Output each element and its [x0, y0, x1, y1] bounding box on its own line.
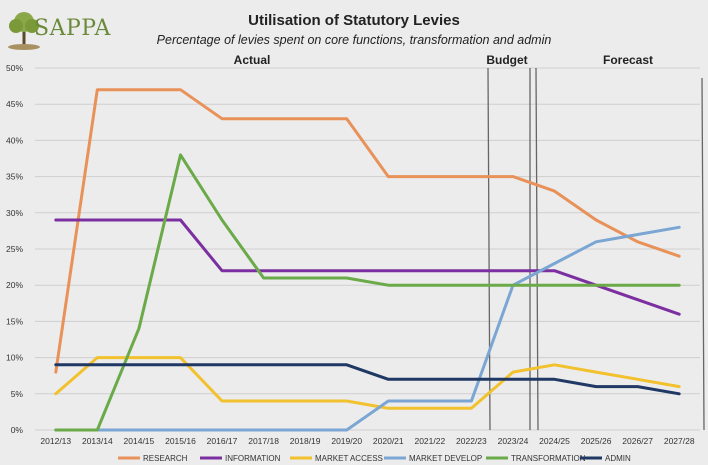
- x-tick-label: 2018/19: [290, 436, 321, 446]
- x-tick-label: 2015/16: [165, 436, 196, 446]
- series-line-market-access: [54, 356, 681, 410]
- legend-label: MARKET DEVELOP: [409, 454, 482, 463]
- sappa-logo: SAPPA: [4, 6, 114, 56]
- legend-label: RESEARCH: [143, 454, 188, 463]
- legend-label: TRANSFORMATION: [511, 454, 586, 463]
- y-tick-label: 35%: [6, 172, 23, 182]
- x-tick-label: 2026/27: [622, 436, 653, 446]
- legend-label: INFORMATION: [225, 454, 281, 463]
- chart-subtitle: Percentage of levies spent on core funct…: [156, 33, 552, 47]
- series-line-research: [54, 88, 681, 374]
- x-tick-label: 2027/28: [664, 436, 695, 446]
- x-tick-label: 2022/23: [456, 436, 487, 446]
- logo-text: SAPPA: [34, 16, 111, 41]
- y-tick-label: 45%: [6, 99, 23, 109]
- legend-label: ADMIN: [605, 454, 631, 463]
- period-label: Forecast: [603, 53, 653, 67]
- x-tick-label: 2012/13: [40, 436, 71, 446]
- period-divider: [701, 77, 705, 431]
- series-line-market-develop: [54, 225, 681, 432]
- x-tick-label: 2021/22: [414, 436, 445, 446]
- y-tick-label: 10%: [6, 353, 23, 363]
- series-line-admin: [54, 363, 681, 396]
- y-tick-label: 15%: [6, 316, 23, 326]
- x-tick-label: 2013/14: [82, 436, 113, 446]
- series-line-transformation: [54, 153, 681, 432]
- y-tick-label: 0%: [11, 425, 24, 435]
- period-divider: [535, 67, 539, 431]
- x-tick-label: 2016/17: [207, 436, 238, 446]
- y-tick-label: 5%: [11, 389, 24, 399]
- period-label: Budget: [486, 53, 527, 67]
- tree-icon: [8, 12, 40, 50]
- x-tick-label: 2019/20: [331, 436, 362, 446]
- y-tick-label: 40%: [6, 135, 23, 145]
- x-tick-label: 2017/18: [248, 436, 279, 446]
- y-tick-label: 30%: [6, 208, 23, 218]
- x-tick-label: 2023/24: [498, 436, 529, 446]
- y-tick-label: 20%: [6, 280, 23, 290]
- x-tick-label: 2025/26: [581, 436, 612, 446]
- x-tick-label: 2024/25: [539, 436, 570, 446]
- x-tick-label: 2014/15: [124, 436, 155, 446]
- period-label: Actual: [234, 53, 271, 67]
- period-divider: [487, 67, 491, 431]
- x-tick-label: 2020/21: [373, 436, 404, 446]
- series-line-information: [54, 218, 681, 316]
- y-tick-label: 25%: [6, 244, 23, 254]
- y-tick-label: 50%: [6, 63, 23, 73]
- chart-title: Utilisation of Statutory Levies: [248, 12, 460, 29]
- legend-label: MARKET ACCESS: [315, 454, 383, 463]
